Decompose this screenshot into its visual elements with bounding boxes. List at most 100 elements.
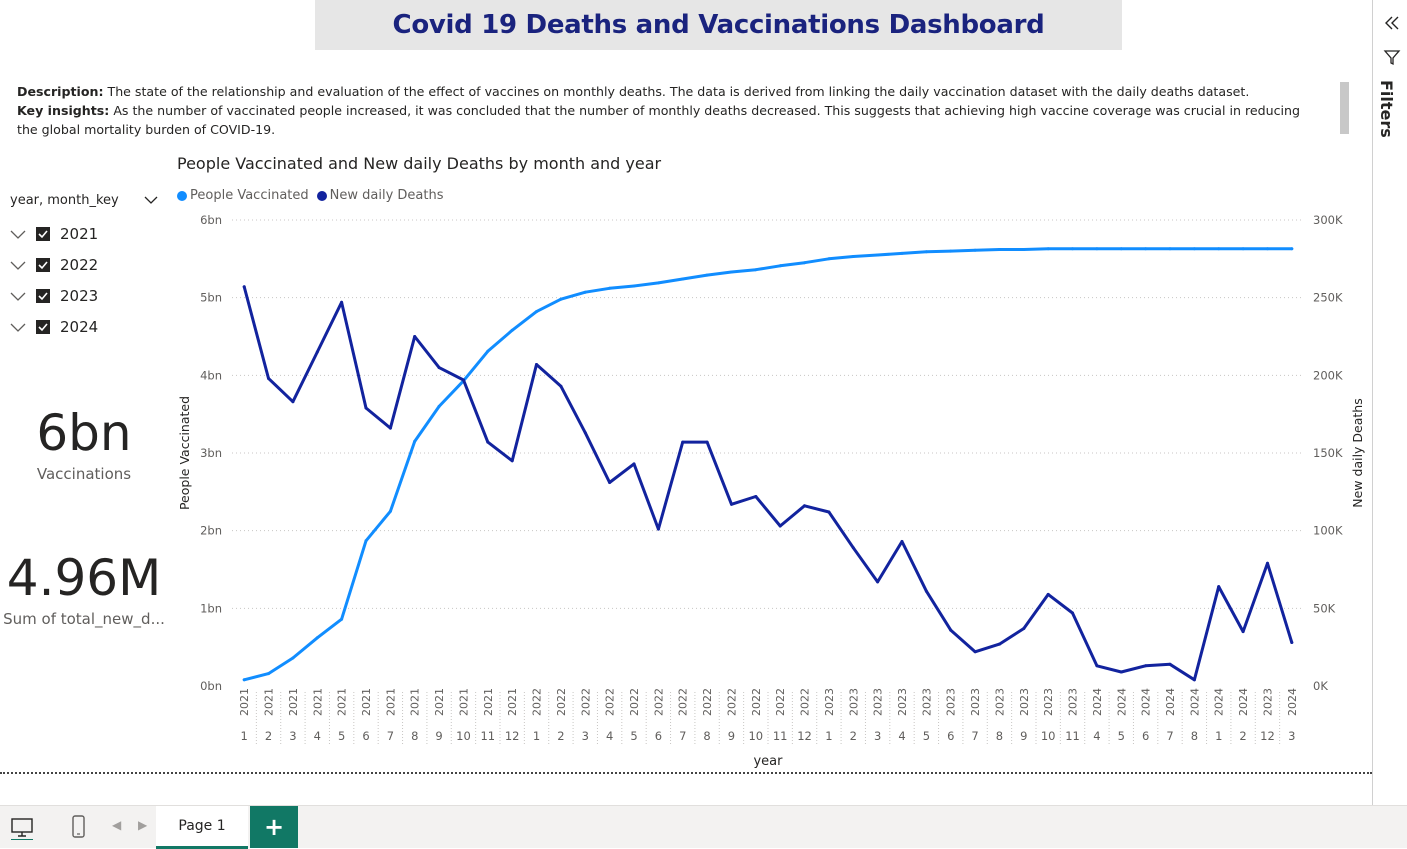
data-point-vaccinated xyxy=(973,248,977,252)
data-point-vaccinated xyxy=(364,539,368,543)
prev-page-icon[interactable]: ◀ xyxy=(112,818,122,832)
page-nav-bar: ◀ ▶ Page 1 + xyxy=(0,805,1407,849)
x-tick-month-label: 5 xyxy=(338,729,345,743)
tab-page-1-label: Page 1 xyxy=(178,818,226,834)
data-point-deaths xyxy=(462,378,465,382)
data-point-vaccinated xyxy=(1192,247,1196,251)
x-tick-year-label: 2024 xyxy=(1091,688,1104,716)
data-point-vaccinated xyxy=(681,277,685,281)
legend-label-vaccinated: People Vaccinated xyxy=(190,188,309,203)
x-tick-month-label: 1 xyxy=(533,729,540,743)
data-point-vaccinated xyxy=(803,261,806,265)
x-tick-year-label: 2021 xyxy=(384,688,397,716)
slicer-item-2022[interactable]: 2022 xyxy=(10,249,160,280)
data-point-vaccinated xyxy=(924,250,928,254)
data-point-vaccinated xyxy=(1144,247,1148,251)
x-tick-year-label: 2022 xyxy=(579,688,592,716)
data-point-deaths xyxy=(876,580,880,584)
legend-item-deaths[interactable]: New daily Deaths xyxy=(316,188,443,203)
data-point-deaths xyxy=(1168,662,1172,666)
x-tick-year-label: 2022 xyxy=(652,688,665,716)
filter-funnel-icon[interactable] xyxy=(1383,48,1401,66)
y-right-tick-label: 150K xyxy=(1313,446,1343,460)
x-tick-month-label: 5 xyxy=(630,729,637,743)
data-point-vaccinated xyxy=(267,672,270,676)
x-tick-month-label: 4 xyxy=(898,729,905,743)
data-point-vaccinated xyxy=(608,286,612,290)
filters-label[interactable]: Filters xyxy=(1377,80,1396,138)
x-tick-month-label: 4 xyxy=(1093,729,1100,743)
expand-chevron-icon[interactable] xyxy=(10,257,26,273)
x-tick-year-label: 2023 xyxy=(1042,688,1055,716)
x-tick-month-label: 2 xyxy=(265,729,272,743)
line-chart[interactable]: 0bn1bn2bn3bn4bn5bn6bn0K50K100K150K200K25… xyxy=(0,0,1372,780)
checkbox-checked-icon[interactable] xyxy=(36,226,50,241)
x-tick-month-label: 2 xyxy=(1239,729,1246,743)
legend-dot-deaths xyxy=(316,190,327,201)
chart-title: People Vaccinated and New daily Deaths b… xyxy=(177,154,662,173)
legend-item-vaccinated[interactable]: People Vaccinated xyxy=(177,188,309,203)
slicer-header[interactable]: year, month_key xyxy=(10,190,158,210)
x-tick-month-label: 11 xyxy=(1065,729,1080,743)
tab-page-1[interactable]: Page 1 xyxy=(156,806,248,849)
expand-chevron-icon[interactable] xyxy=(10,319,26,335)
x-tick-month-label: 5 xyxy=(923,729,930,743)
data-point-deaths xyxy=(803,504,806,508)
chevron-down-icon[interactable] xyxy=(144,195,158,205)
data-point-deaths xyxy=(340,300,344,304)
data-point-deaths xyxy=(413,335,417,338)
collapse-double-chevron-icon[interactable] xyxy=(1383,14,1401,32)
filters-pane[interactable]: Filters xyxy=(1372,0,1407,805)
expand-chevron-icon[interactable] xyxy=(10,288,26,304)
expand-chevron-icon[interactable] xyxy=(10,226,26,242)
x-tick-month-label: 12 xyxy=(505,729,520,743)
slicer-item-2023[interactable]: 2023 xyxy=(10,280,160,311)
x-tick-year-label: 2021 xyxy=(336,688,349,716)
x-tick-year-label: 2023 xyxy=(847,688,860,716)
x-tick-year-label: 2021 xyxy=(433,688,446,716)
data-point-vaccinated xyxy=(754,268,758,272)
checkbox-checked-icon[interactable] xyxy=(36,288,50,303)
canvas-divider xyxy=(0,772,1372,774)
x-tick-year-label: 2024 xyxy=(1237,688,1250,716)
desktop-view-icon[interactable] xyxy=(9,814,35,840)
data-point-deaths xyxy=(778,524,782,528)
checkbox-checked-icon[interactable] xyxy=(36,257,50,272)
x-tick-year-label: 2021 xyxy=(409,688,422,716)
data-point-deaths xyxy=(1266,561,1269,565)
data-point-deaths xyxy=(267,376,270,380)
add-page-button[interactable]: + xyxy=(250,806,298,848)
x-tick-month-label: 9 xyxy=(728,729,735,743)
x-tick-year-label: 2022 xyxy=(750,688,763,716)
data-point-vaccinated xyxy=(1119,247,1123,251)
data-point-vaccinated xyxy=(730,270,733,274)
x-tick-month-label: 12 xyxy=(1260,729,1275,743)
x-tick-year-label: 2021 xyxy=(482,688,495,716)
x-tick-month-label: 1 xyxy=(825,729,832,743)
x-tick-month-label: 6 xyxy=(655,729,662,743)
checkbox-checked-icon[interactable] xyxy=(36,319,50,334)
x-tick-year-label: 2023 xyxy=(969,688,982,716)
insight-body: As the number of vaccinated people incre… xyxy=(17,103,1301,137)
x-tick-year-label: 2021 xyxy=(457,688,470,716)
x-tick-year-label: 2024 xyxy=(1140,688,1153,716)
data-point-vaccinated xyxy=(1290,247,1294,251)
next-page-icon[interactable]: ▶ xyxy=(138,818,148,832)
x-tick-year-label: 2024 xyxy=(1188,688,1201,716)
description-scrollbar[interactable] xyxy=(1340,82,1349,134)
y-right-tick-label: 0K xyxy=(1313,679,1328,693)
slicer-item-2024[interactable]: 2024 xyxy=(10,311,160,342)
x-tick-month-label: 8 xyxy=(411,729,418,743)
data-point-vaccinated xyxy=(340,617,344,621)
data-point-deaths xyxy=(583,431,587,435)
data-point-vaccinated xyxy=(705,273,709,277)
mobile-view-icon[interactable] xyxy=(65,814,91,840)
series-line-people-vaccinated xyxy=(242,247,1294,682)
y-right-axis-title: New daily Deaths xyxy=(1350,398,1365,507)
x-tick-year-label: 2024 xyxy=(1115,688,1128,716)
y-right-tick-label: 100K xyxy=(1313,524,1343,538)
x-tick-month-label: 8 xyxy=(1191,729,1198,743)
y-right-tick-label: 200K xyxy=(1313,368,1343,382)
x-tick-year-label: 2021 xyxy=(238,688,251,716)
slicer-item-2021[interactable]: 2021 xyxy=(10,218,160,249)
